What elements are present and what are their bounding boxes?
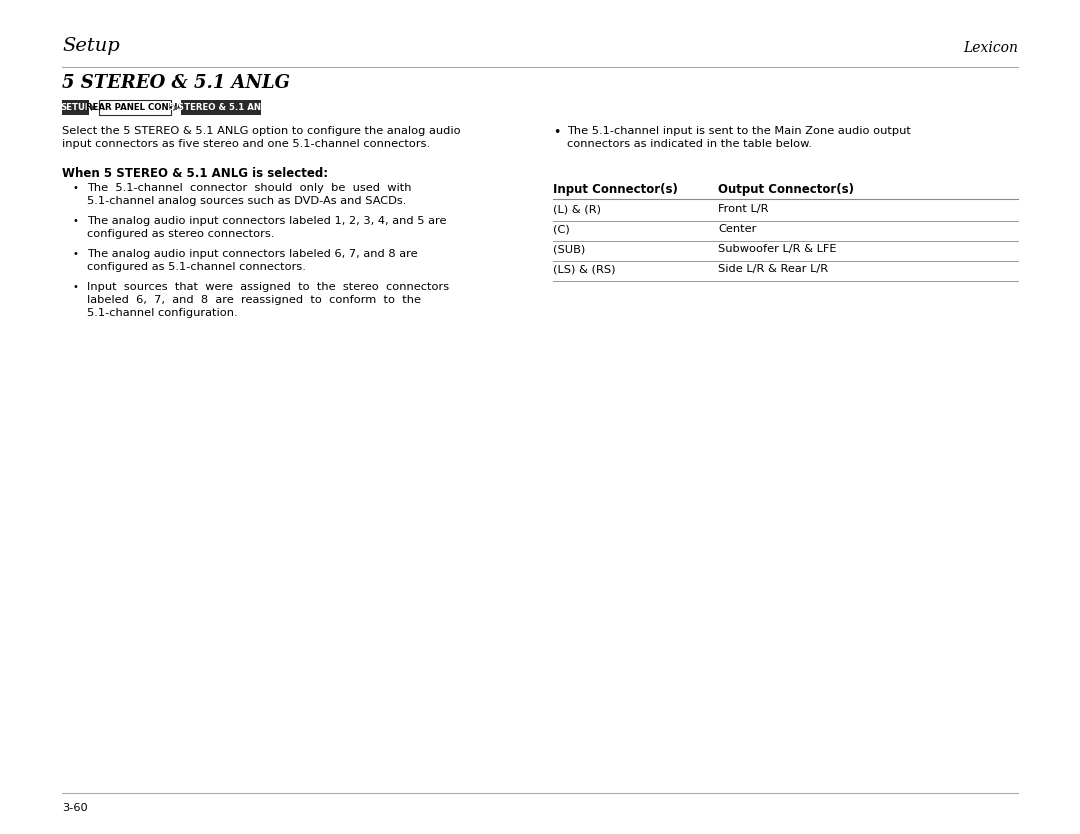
Text: The 5.1-channel input is sent to the Main Zone audio output: The 5.1-channel input is sent to the Mai…	[567, 126, 910, 136]
Text: 5 STEREO & 5.1 ANLG: 5 STEREO & 5.1 ANLG	[62, 74, 291, 92]
Text: Subwoofer L/R & LFE: Subwoofer L/R & LFE	[718, 244, 837, 254]
Text: (LS) & (RS): (LS) & (RS)	[553, 264, 616, 274]
Text: (L) & (R): (L) & (R)	[553, 204, 600, 214]
Text: •: •	[553, 126, 561, 139]
Text: 3-60: 3-60	[62, 803, 87, 813]
Text: Output Connector(s): Output Connector(s)	[718, 183, 854, 196]
Text: Input Connector(s): Input Connector(s)	[553, 183, 678, 196]
Text: (SUB): (SUB)	[553, 244, 585, 254]
Text: Center: Center	[718, 224, 756, 234]
Text: Setup: Setup	[62, 37, 120, 55]
Text: configured as 5.1-channel connectors.: configured as 5.1-channel connectors.	[87, 262, 306, 272]
Text: configured as stereo connectors.: configured as stereo connectors.	[87, 229, 274, 239]
Text: The  5.1-channel  connector  should  only  be  used  with: The 5.1-channel connector should only be…	[87, 183, 411, 193]
Text: Input  sources  that  were  assigned  to  the  stereo  connectors: Input sources that were assigned to the …	[87, 282, 449, 292]
Text: •: •	[72, 249, 78, 259]
Text: Select the 5 STEREO & 5.1 ANLG option to configure the analog audio: Select the 5 STEREO & 5.1 ANLG option to…	[62, 126, 461, 136]
Text: SETUP: SETUP	[59, 103, 91, 112]
Text: When 5 STEREO & 5.1 ANLG is selected:: When 5 STEREO & 5.1 ANLG is selected:	[62, 167, 328, 180]
Text: Lexicon: Lexicon	[963, 41, 1018, 55]
Text: REAR PANEL CONFIG: REAR PANEL CONFIG	[85, 103, 185, 112]
Text: Side L/R & Rear L/R: Side L/R & Rear L/R	[718, 264, 828, 274]
Text: The analog audio input connectors labeled 1, 2, 3, 4, and 5 are: The analog audio input connectors labele…	[87, 216, 446, 226]
Text: The analog audio input connectors labeled 6, 7, and 8 are: The analog audio input connectors labele…	[87, 249, 418, 259]
FancyBboxPatch shape	[62, 100, 89, 115]
Text: •: •	[72, 183, 78, 193]
Text: 5.1-channel configuration.: 5.1-channel configuration.	[87, 308, 238, 318]
Text: (C): (C)	[553, 224, 570, 234]
Text: ▶: ▶	[173, 103, 179, 112]
Text: •: •	[72, 282, 78, 292]
Text: •: •	[72, 216, 78, 226]
Text: Front L/R: Front L/R	[718, 204, 769, 214]
Text: 5.1-channel analog sources such as DVD-As and SACDs.: 5.1-channel analog sources such as DVD-A…	[87, 196, 406, 206]
FancyBboxPatch shape	[181, 100, 261, 115]
Text: connectors as indicated in the table below.: connectors as indicated in the table bel…	[567, 139, 812, 149]
Text: ▶: ▶	[91, 103, 97, 112]
Text: 5 STEREO & 5.1 ANLG: 5 STEREO & 5.1 ANLG	[168, 103, 273, 112]
Text: labeled  6,  7,  and  8  are  reassigned  to  conform  to  the: labeled 6, 7, and 8 are reassigned to co…	[87, 295, 421, 305]
FancyBboxPatch shape	[99, 100, 172, 115]
Text: input connectors as five stereo and one 5.1-channel connectors.: input connectors as five stereo and one …	[62, 139, 430, 149]
